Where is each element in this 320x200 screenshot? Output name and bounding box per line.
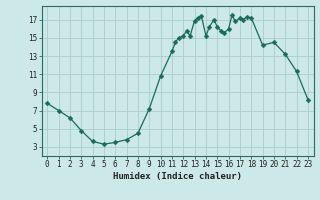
X-axis label: Humidex (Indice chaleur): Humidex (Indice chaleur): [113, 172, 242, 181]
